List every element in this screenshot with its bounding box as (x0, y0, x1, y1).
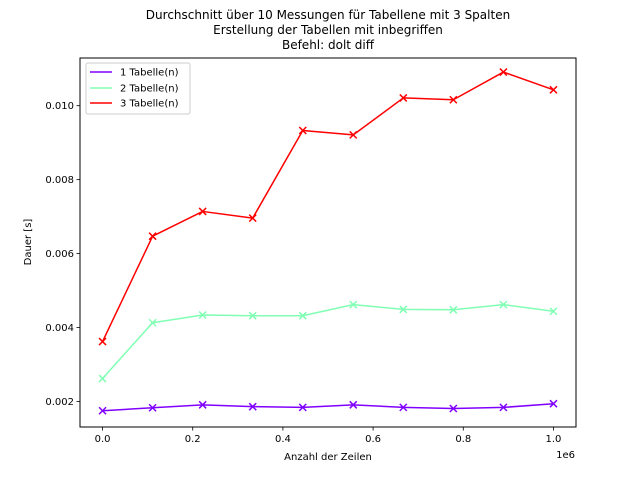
series-3-point (349, 130, 358, 139)
x-tick-label: 0.8 (455, 434, 471, 445)
x-axis-label: Anzahl der Zeilen (284, 452, 372, 463)
series-1-point (98, 406, 107, 415)
legend-box (85, 62, 191, 115)
x-tick-label: 0.4 (275, 434, 291, 445)
x-axis-offset-label: 1e6 (556, 450, 575, 461)
x-axis-ticks: 0.0 0.2 0.4 0.6 0.8 1.0 (95, 427, 562, 445)
chart-title-line-2: Erstellung der Tabellen mit inbegriffen (213, 23, 443, 37)
series-1-point (449, 404, 458, 413)
series-2-line (101, 303, 554, 380)
series-1-point (148, 403, 157, 412)
series-2-point (198, 310, 207, 319)
series-2-point (248, 311, 257, 320)
legend-label-series-3: 3 Tabelle(n) (120, 99, 179, 110)
series-3-point (98, 337, 107, 346)
series-2-point (298, 311, 307, 320)
series-2-point (349, 300, 358, 309)
legend-label-series-1: 1 Tabelle(n) (120, 68, 179, 79)
x-tick-label: 0.0 (95, 434, 111, 445)
series-3-point (449, 95, 458, 104)
series-1-point (298, 403, 307, 412)
series-2-point (549, 307, 558, 316)
series-1-line (102, 402, 554, 412)
series-3-point (148, 232, 157, 241)
series-2-point (449, 305, 458, 314)
y-axis-label: Dauer [s] (23, 219, 34, 266)
series-3-point (549, 85, 558, 94)
plot-area-frame (79, 57, 577, 428)
legend: 1 Tabelle(n) 2 Tabelle(n) 3 Tabelle(n) (85, 62, 191, 115)
x-tick-label: 1.0 (546, 434, 562, 445)
x-tick-label: 0.2 (185, 434, 201, 445)
series-1-point (248, 402, 257, 411)
series-3-point (399, 93, 408, 102)
series-2-point (98, 374, 107, 383)
y-tick-label: 0.002 (45, 397, 74, 408)
series-1-point (349, 400, 358, 409)
series-3-point (499, 68, 508, 77)
series-1-point (399, 403, 408, 412)
series-2-point (148, 318, 157, 327)
series-1-point (549, 399, 558, 408)
y-tick-label: 0.010 (45, 101, 74, 112)
chart-title-line-1: Durchschnitt über 10 Messungen für Tabel… (146, 8, 510, 22)
series-2-point (399, 305, 408, 314)
x-tick-label: 0.6 (365, 434, 381, 445)
series-1-point (499, 403, 508, 412)
y-axis-ticks: 0.002 0.004 0.006 0.008 0.010 (45, 101, 80, 408)
series-layer (98, 68, 558, 415)
y-tick-label: 0.008 (45, 175, 74, 186)
series-3-point (198, 207, 207, 216)
series-2-point (499, 300, 508, 309)
series-1-point (198, 400, 207, 409)
series-3-line (101, 71, 554, 342)
series-3-point (248, 214, 257, 223)
chart-title-line-3: Befehl: dolt diff (282, 38, 375, 52)
y-tick-label: 0.006 (45, 249, 74, 260)
legend-label-series-2: 2 Tabelle(n) (120, 84, 179, 95)
series-3-point (298, 126, 307, 135)
y-tick-label: 0.004 (45, 323, 74, 334)
